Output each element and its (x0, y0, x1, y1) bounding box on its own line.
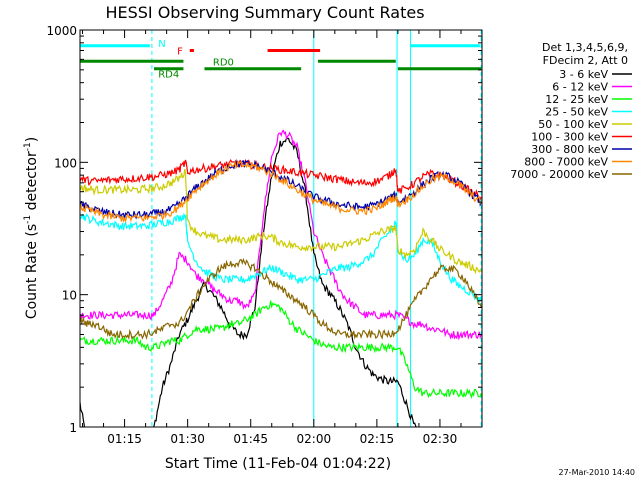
series-line-25-50-kev (80, 212, 482, 303)
flag-label-rd0: RD0 (213, 57, 234, 68)
timestamp: 27-Mar-2010 14:40 (559, 468, 636, 477)
flag-label-n: N (158, 39, 165, 50)
y-tick-label-1: 1 (69, 421, 77, 435)
x-tick-label-02-30: 02:30 (423, 432, 458, 446)
legend-label-7000-20000-kev: 7000 - 20000 keV (510, 168, 608, 181)
y-tick-label-1000: 1000 (46, 24, 77, 38)
legend-label-50-100-kev: 50 - 100 keV (538, 118, 608, 131)
legend-label-25-50-kev: 25 - 50 keV (545, 106, 608, 119)
y-tick-label-100: 100 (54, 156, 77, 170)
instrument-state-lines (80, 30, 482, 427)
series-line-7000-20000-kev (80, 257, 482, 341)
x-tick-label-01-15: 01:15 (107, 432, 142, 446)
series-line-3-6-kev (80, 137, 417, 427)
legend: Det 1,3,4,5,6,9,FDecim 2, Att 03 - 6 keV… (510, 41, 632, 181)
x-tick-label-02-00: 02:00 (297, 432, 332, 446)
y-axis-label-prefix: Count Rate (s (24, 224, 40, 319)
series-line-100-300-kev (80, 158, 482, 201)
series-line-300-800-kev (80, 158, 482, 221)
series-line-800-7000-kev (80, 159, 482, 223)
legend-header-0: Det 1,3,4,5,6,9, (542, 41, 628, 54)
series-line-6-12-kev (80, 129, 482, 341)
x-axis: 01:15 01:30 01:45 02:00 02:15 02:30 (82, 30, 462, 446)
legend-label-6-12-kev: 6 - 12 keV (552, 81, 608, 94)
flag-label-rd4: RD4 (158, 69, 179, 80)
chart-title: HESSI Observing Summary Count Rates (105, 3, 424, 22)
series-layer (80, 129, 482, 427)
y-axis: 1 10 100 1000 (46, 24, 482, 435)
x-axis-label: Start Time (11-Feb-04 01:04:22) (165, 456, 391, 472)
legend-label-3-6-kev: 3 - 6 keV (559, 68, 608, 81)
series-line-50-100-kev (80, 168, 482, 275)
series-line-12-25-kev (80, 300, 482, 399)
legend-header-1: FDecim 2, Att 0 (543, 54, 628, 67)
y-axis-label-close: ) (24, 137, 40, 142)
x-tick-label-01-30: 01:30 (170, 432, 205, 446)
x-tick-label-01-45: 01:45 (233, 432, 268, 446)
y-axis-label: Count Rate (s-1 detector-1) (23, 137, 40, 319)
y-axis-label-exp-2: -1 (23, 142, 33, 151)
y-tick-label-10: 10 (62, 289, 77, 303)
x-tick-label-02-15: 02:15 (360, 432, 395, 446)
plot-frame (79, 29, 483, 428)
flag-label-f: F (177, 46, 183, 57)
flags-layer: N F RD0 RD4 (80, 39, 482, 80)
legend-label-300-800-kev: 300 - 800 keV (531, 143, 608, 156)
legend-label-12-25-kev: 12 - 25 keV (545, 93, 608, 106)
legend-label-100-300-kev: 100 - 300 keV (531, 131, 608, 144)
y-axis-label-exp-1: -1 (23, 215, 33, 224)
legend-label-800-7000-kev: 800 - 7000 keV (524, 156, 608, 169)
y-axis-label-suffix: detector (24, 151, 40, 215)
